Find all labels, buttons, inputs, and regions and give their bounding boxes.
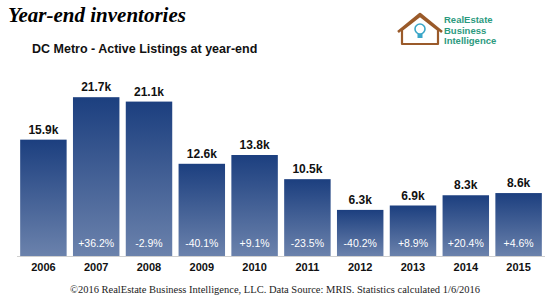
data-label: 8.6k [507, 176, 531, 190]
x-tick-label: 2010 [242, 261, 266, 273]
change-label: -23.5% [291, 237, 324, 249]
labels: 15.9k 2006 21.7k +36.2% 2007 21.1k -2.9% 2008 12… [28, 80, 533, 273]
logo: RealEstateBusinessIntelligence [398, 14, 496, 46]
data-label: 21.7k [81, 80, 111, 94]
data-label: 21.1k [134, 85, 164, 99]
logo-bulb-base [418, 34, 423, 38]
title: Year-end inventories [8, 3, 186, 27]
bar [179, 164, 225, 256]
change-label: -40.1% [185, 237, 218, 249]
bar [126, 102, 172, 256]
bar [73, 97, 119, 256]
change-label: +20.4% [448, 237, 484, 249]
data-label: 6.9k [401, 189, 425, 203]
logo-house [402, 16, 438, 44]
x-tick-label: 2015 [506, 261, 530, 273]
x-tick-label: 2008 [137, 261, 161, 273]
data-label: 12.6k [187, 147, 217, 161]
x-tick-label: 2014 [454, 261, 479, 273]
change-label: +9.1% [240, 237, 270, 249]
data-label: 8.3k [454, 178, 478, 192]
change-label: -2.9% [135, 237, 162, 249]
x-tick-label: 2013 [401, 261, 425, 273]
caption: ©2016 RealEstate Business Intelligence, … [70, 284, 480, 295]
x-tick-label: 2006 [31, 261, 55, 273]
bars [20, 97, 542, 256]
bar [284, 179, 330, 256]
x-tick-label: 2012 [348, 261, 372, 273]
data-label: 15.9k [28, 123, 58, 137]
bar [20, 140, 66, 256]
bar [495, 193, 541, 256]
subtitle: DC Metro - Active Listings at year-end [32, 42, 257, 56]
logo-bulb [415, 24, 425, 34]
logo-text: Intelligence [444, 35, 496, 46]
x-tick-label: 2007 [84, 261, 108, 273]
x-tick-label: 2009 [190, 261, 214, 273]
change-label: +4.6% [504, 237, 534, 249]
logo-text: Business [444, 25, 486, 36]
logo-roof [398, 14, 442, 32]
data-label: 13.8k [240, 138, 270, 152]
bar [231, 155, 277, 256]
data-label: 6.3k [349, 193, 373, 207]
chart: Year-end inventories DC Metro - Active Li… [0, 0, 550, 304]
baseline [17, 256, 545, 257]
x-tick-label: 2011 [295, 261, 319, 273]
bar [443, 195, 489, 256]
change-label: +8.9% [398, 237, 428, 249]
logo-text: RealEstate [444, 14, 493, 25]
bar [390, 206, 436, 256]
bar [337, 210, 383, 256]
change-label: +36.2% [78, 237, 114, 249]
change-label: -40.2% [344, 237, 377, 249]
data-label: 10.5k [292, 162, 322, 176]
